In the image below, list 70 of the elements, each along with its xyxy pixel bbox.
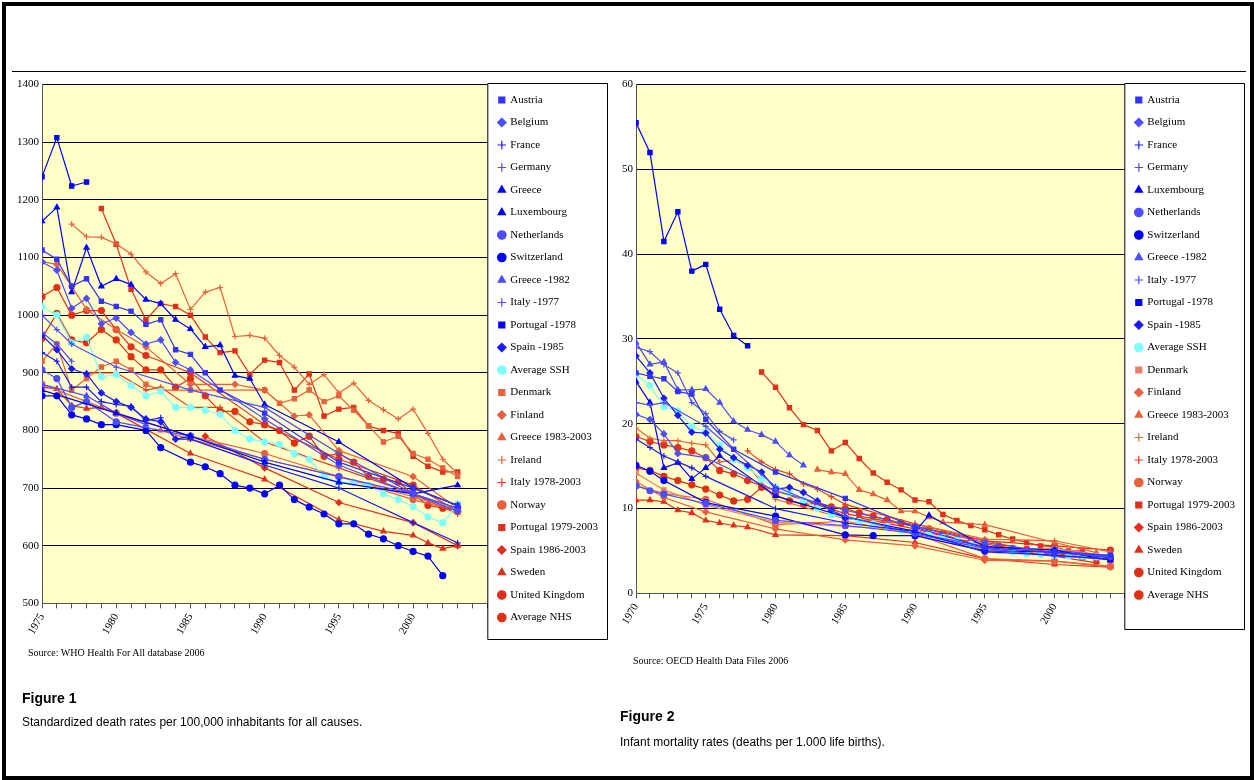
legend-label: Luxembourg <box>510 205 568 218</box>
legend-label: Norway <box>1147 475 1184 488</box>
legend-label: Greece -1982 <box>510 272 570 285</box>
legend-label: Portugal -1978 <box>510 317 577 330</box>
legend-label: Average SSH <box>510 362 570 375</box>
legend-label: Greece 1983-2003 <box>510 430 593 443</box>
legend-label: France <box>1147 137 1178 150</box>
legend-label: Greece 1983-2003 <box>1147 407 1230 420</box>
y-tick-label: 1200 <box>17 192 40 205</box>
text: Infant mortality rates (deaths per 1.000 life births). <box>620 735 885 749</box>
legend-label: Norway <box>510 497 547 510</box>
legend-label: Netherlands <box>510 227 564 240</box>
legend-label: Denmark <box>510 385 552 398</box>
y-tick-label: 1400 <box>17 77 40 90</box>
legend-label: Portugal 1979-2003 <box>1147 497 1236 510</box>
text: Figure 2 <box>620 708 675 724</box>
legend-label: Belgium <box>1147 115 1186 128</box>
y-tick-label: 1000 <box>17 308 40 321</box>
y-tick-label: 1100 <box>17 250 40 263</box>
legend-label: Finland <box>510 407 545 420</box>
y-tick-label: 20 <box>622 416 634 429</box>
legend-label: Spain -1985 <box>510 340 565 353</box>
legend-label: Italy -1977 <box>510 295 560 308</box>
legend-label: Switzerland <box>1147 227 1201 240</box>
legend-label: Sweden <box>510 565 546 578</box>
legend-label: Austria <box>1147 92 1180 105</box>
legend-label: Switzerland <box>510 250 564 263</box>
legend-label: Sweden <box>1147 542 1183 555</box>
text: Figure 1 <box>22 690 77 706</box>
source-note: Source: WHO Health For All database 2006 <box>28 647 205 658</box>
legend-label: Portugal 1979-2003 <box>510 520 599 533</box>
y-tick-label: 30 <box>622 331 634 344</box>
legend-label: United Kingdom <box>510 587 585 600</box>
y-tick-label: 500 <box>22 596 40 609</box>
legend-label: Greece -1982 <box>1147 250 1207 263</box>
legend-label: Finland <box>1147 385 1182 398</box>
legend-label: France <box>510 137 541 150</box>
legend-label: Belgium <box>510 115 549 128</box>
legend-label: Netherlands <box>1147 205 1201 218</box>
y-tick-label: 60 <box>622 77 634 90</box>
y-tick-label: 40 <box>622 247 634 260</box>
legend-label: Greece <box>510 182 542 195</box>
legend-label: Italy 1978-2003 <box>1147 452 1219 465</box>
legend-label: Average SSH <box>1147 340 1207 353</box>
legend-label: Spain 1986-2003 <box>1147 520 1224 533</box>
legend-label: Denmark <box>1147 362 1189 375</box>
legend-label: Average NHS <box>510 610 572 623</box>
legend-label: Italy 1978-2003 <box>510 475 582 488</box>
y-tick-label: 50 <box>622 162 634 175</box>
y-tick-label: 1300 <box>17 135 40 148</box>
legend-label: Ireland <box>1147 430 1179 443</box>
y-tick-label: 800 <box>22 423 40 436</box>
text: Standardized death rates per 100,000 inhabitants for all causes. <box>22 715 363 729</box>
source-note: Source: OECD Health Data Files 2006 <box>633 655 789 666</box>
legend-label: Germany <box>510 160 552 173</box>
legend-label: Austria <box>510 92 543 105</box>
y-tick-label: 700 <box>22 480 40 493</box>
legend-label: Portugal -1978 <box>1147 295 1214 308</box>
legend-label: Ireland <box>510 452 542 465</box>
y-tick-label: 10 <box>622 501 634 514</box>
legend-label: Average NHS <box>1147 587 1209 600</box>
y-tick-label: 900 <box>22 365 40 378</box>
legend-label: Spain -1985 <box>1147 317 1202 330</box>
legend-label: Spain 1986-2003 <box>510 542 587 555</box>
legend-label: United Kingdom <box>1147 565 1222 578</box>
legend-label: Luxembourg <box>1147 182 1205 195</box>
y-tick-label: 600 <box>22 538 40 551</box>
legend-label: Germany <box>1147 160 1189 173</box>
legend-label: Italy -1977 <box>1147 272 1197 285</box>
y-tick-label: 0 <box>627 586 634 599</box>
